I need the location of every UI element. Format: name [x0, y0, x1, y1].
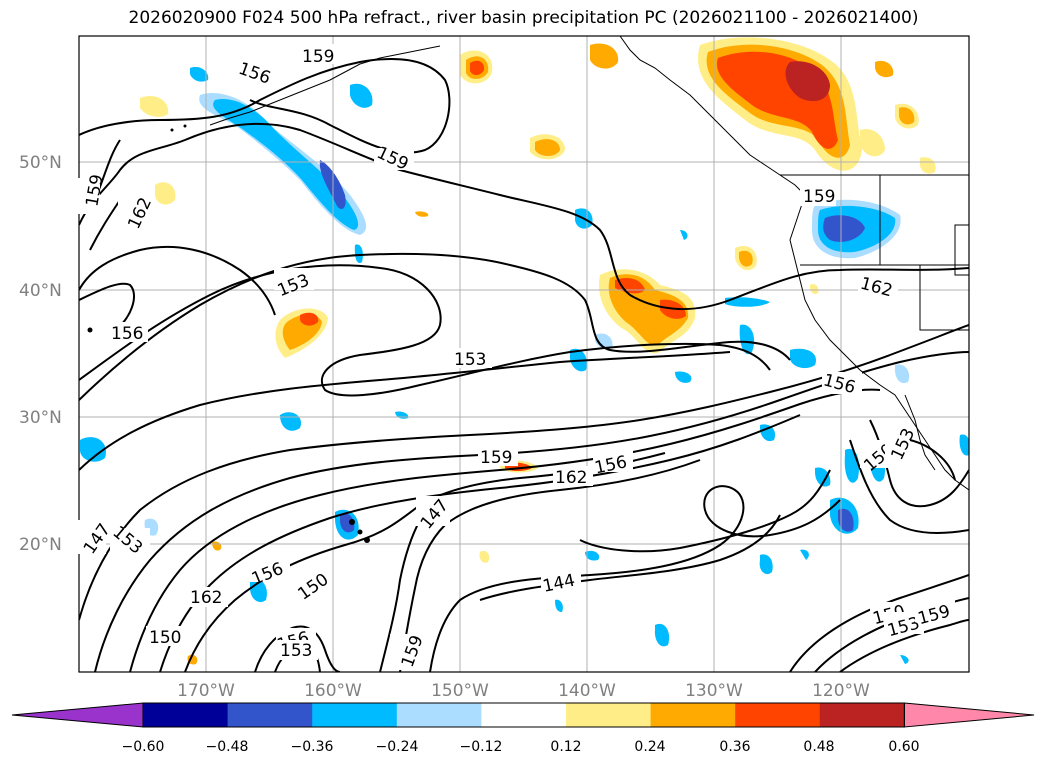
lat-label: 40°N	[19, 281, 62, 301]
islands	[87, 124, 370, 543]
colorbar-ticks: −0.60 −0.48 −0.36 −0.24 −0.12 0.12 0.24 …	[122, 739, 920, 755]
lon-label: 140°W	[558, 681, 616, 701]
contour-label: 159	[480, 448, 512, 468]
colorbar-tick-label: −0.24	[376, 739, 419, 755]
colorbar-tick-label: 0.36	[719, 739, 750, 755]
contour-label: 162	[555, 468, 587, 488]
lat-label: 20°N	[19, 535, 62, 555]
colorbar-bin	[227, 703, 313, 727]
refract-contours	[79, 58, 969, 672]
coastlines	[209, 36, 969, 491]
map-frame	[78, 35, 970, 673]
colorbar-bin	[735, 703, 821, 727]
colorbar-bin	[312, 703, 398, 727]
colorbar-tick-label: −0.12	[460, 739, 503, 755]
lon-label: 120°W	[812, 681, 870, 701]
map-title: 2026020900 F024 500 hPa refract., river …	[128, 8, 919, 28]
lon-label: 130°W	[685, 681, 743, 701]
colorbar-tick-label: 0.60	[888, 739, 919, 755]
colorbar-tick-label: 0.12	[550, 739, 581, 755]
colorbar-tick-label: −0.48	[206, 739, 249, 755]
contour-label: 153	[280, 641, 312, 661]
colorbar-extend-high	[903, 702, 1035, 728]
colorbar	[11, 702, 1035, 728]
colorbar-tick-label: 0.24	[634, 739, 665, 755]
colorbar-tick-label: 0.48	[803, 739, 834, 755]
lon-label: 150°W	[431, 681, 489, 701]
contour-label: 159	[302, 47, 334, 67]
contour-label: 150	[149, 628, 181, 648]
colorbar-bin	[396, 703, 482, 727]
contour-label: 153	[454, 350, 486, 370]
colorbar-tick-label: −0.60	[122, 739, 165, 755]
colorbar-bin	[819, 703, 905, 727]
colorbar-extend-low	[11, 702, 144, 728]
colorbar-outline	[142, 702, 905, 728]
lat-label: 50°N	[19, 153, 62, 173]
lon-label: 170°W	[177, 681, 235, 701]
lon-label: 160°W	[304, 681, 362, 701]
lat-label: 30°N	[19, 408, 62, 428]
colorbar-tick-label: −0.36	[291, 739, 334, 755]
map-area	[79, 36, 969, 672]
colorbar-bin	[143, 703, 229, 727]
colorbar-bin	[566, 703, 652, 727]
colorbar-bin	[650, 703, 736, 727]
contour-label: 159	[803, 187, 835, 207]
colorbar-bin	[481, 703, 567, 727]
contour-label: 162	[190, 588, 222, 608]
contour-label: 156	[111, 324, 143, 344]
longitude-labels: 170°W 160°W 150°W 140°W 130°W 120°W	[177, 681, 870, 701]
latitude-labels: 50°N 40°N 30°N 20°N	[19, 153, 62, 555]
